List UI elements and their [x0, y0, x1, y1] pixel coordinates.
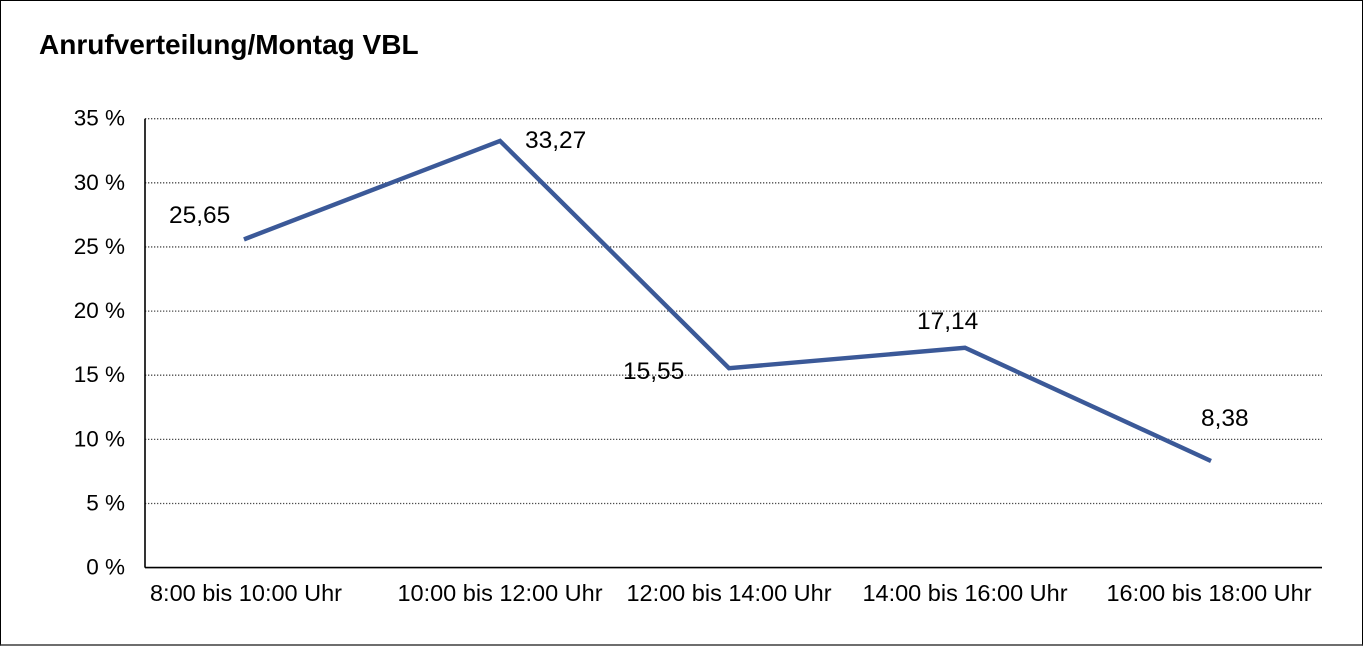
svg-text:8,38: 8,38: [1201, 405, 1249, 432]
svg-text:15 %: 15 %: [74, 362, 125, 387]
svg-text:25 %: 25 %: [74, 234, 125, 259]
svg-text:8:00 bis 10:00 Uhr: 8:00 bis 10:00 Uhr: [150, 580, 342, 606]
svg-text:35 %: 35 %: [74, 106, 125, 131]
svg-text:0 %: 0 %: [86, 555, 125, 580]
svg-text:30 %: 30 %: [74, 170, 125, 195]
svg-text:17,14: 17,14: [917, 308, 978, 335]
svg-text:14:00 bis 16:00 Uhr: 14:00 bis 16:00 Uhr: [862, 580, 1067, 606]
svg-text:15,55: 15,55: [623, 358, 684, 385]
svg-text:33,27: 33,27: [525, 127, 586, 154]
svg-text:10 %: 10 %: [74, 426, 125, 451]
svg-text:10:00 bis 12:00 Uhr: 10:00 bis 12:00 Uhr: [397, 580, 602, 606]
svg-text:20 %: 20 %: [74, 298, 125, 323]
svg-text:5 %: 5 %: [86, 491, 125, 516]
svg-text:16:00 bis 18:00 Uhr: 16:00 bis 18:00 Uhr: [1106, 580, 1311, 606]
svg-text:12:00 bis 14:00 Uhr: 12:00 bis 14:00 Uhr: [626, 580, 831, 606]
svg-text:25,65: 25,65: [169, 202, 230, 229]
